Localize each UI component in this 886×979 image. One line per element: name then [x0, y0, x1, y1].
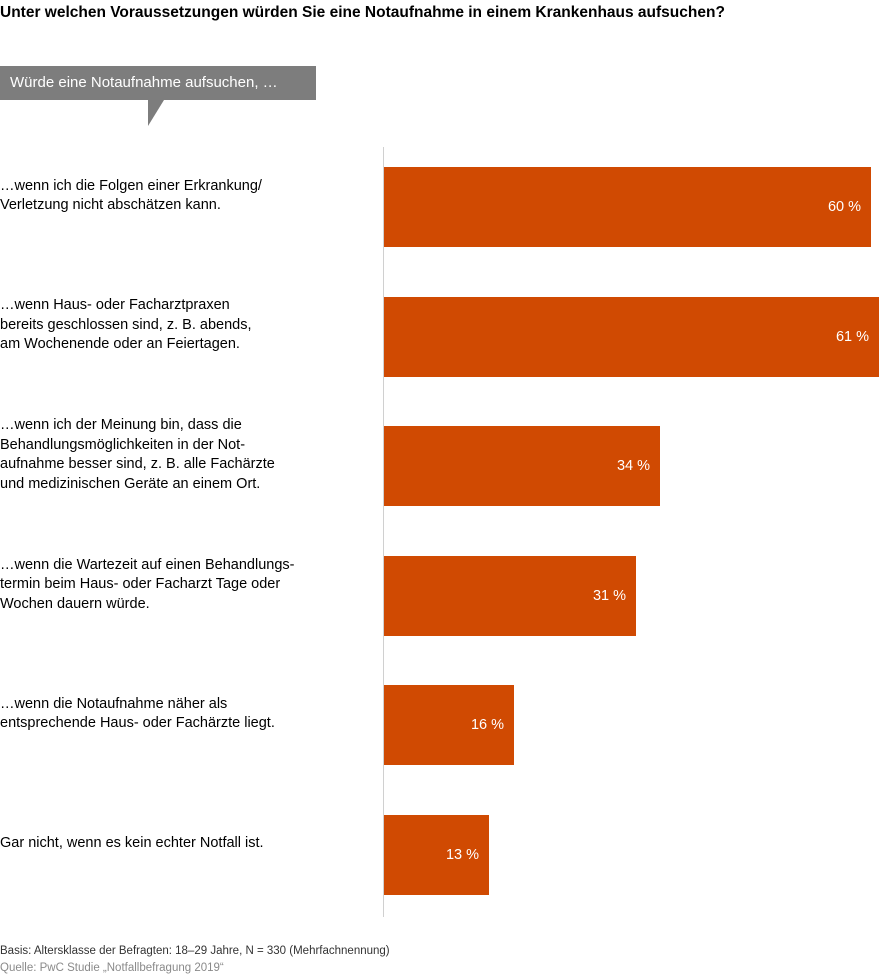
bar: 60 %	[384, 167, 871, 247]
chart-title: Unter welchen Voraussetzungen würden Sie…	[0, 4, 725, 21]
category-label: …wenn Haus- oder Facharztpraxen bereits …	[0, 297, 252, 353]
callout-pointer	[148, 100, 164, 126]
category-label: …wenn ich die Folgen einer Erkrankung/ V…	[0, 177, 262, 214]
category-label: …wenn die Notaufnahme näher als entsprec…	[0, 695, 275, 732]
bar: 31 %	[384, 555, 636, 636]
bar-value-label: 61 %	[835, 328, 869, 345]
footnote-basis: Basis: Altersklasse der Befragten: 18–29…	[0, 945, 390, 957]
footnote-source: Quelle: PwC Studie „Notfallbefragung 201…	[0, 962, 224, 974]
category-label: …wenn ich der Meinung bin, dass die Beha…	[0, 417, 275, 492]
bar-value-label: 13 %	[445, 847, 479, 863]
bar-value-label: 34 %	[616, 458, 650, 475]
bar-value-label: 16 %	[470, 717, 504, 734]
category-label: Gar nicht, wenn es kein echter Notfall i…	[0, 835, 264, 852]
callout-box: Würde eine Notaufnahme aufsuchen, …	[0, 66, 316, 100]
chart-axis-line	[383, 147, 384, 917]
bar-value-label: 31 %	[592, 587, 626, 604]
bar: 16 %	[384, 685, 514, 766]
bar-value-label: 60 %	[827, 199, 861, 215]
bar: 61 %	[384, 296, 879, 377]
category-label: …wenn die Wartezeit auf einen Behandlung…	[0, 556, 295, 612]
bar: 13 %	[384, 815, 489, 895]
bar: 34 %	[384, 426, 660, 507]
